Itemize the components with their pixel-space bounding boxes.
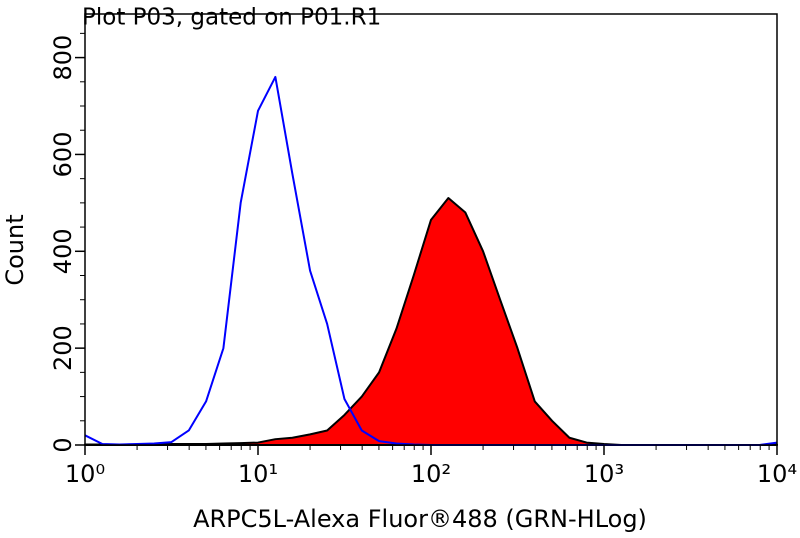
- y-tick-label: 400: [49, 228, 77, 274]
- x-tick-label: 10²: [411, 460, 451, 488]
- x-axis-label: ARPC5L-Alexa Fluor®488 (GRN-HLog): [193, 505, 647, 533]
- histogram-area: [84, 197, 778, 446]
- y-tick-label: 600: [49, 132, 77, 178]
- y-tick-label: 800: [49, 35, 77, 81]
- x-tick-label: 10¹: [238, 460, 278, 488]
- y-axis-label: Count: [1, 214, 29, 285]
- y-tick-label: 0: [49, 437, 77, 452]
- x-tick-label: 10⁴: [757, 460, 797, 488]
- x-tick-label: 10⁰: [65, 460, 105, 488]
- y-tick-label: 200: [49, 325, 77, 371]
- x-tick-label: 10³: [584, 460, 624, 488]
- chart-title: Plot P03, gated on P01.R1: [82, 5, 381, 31]
